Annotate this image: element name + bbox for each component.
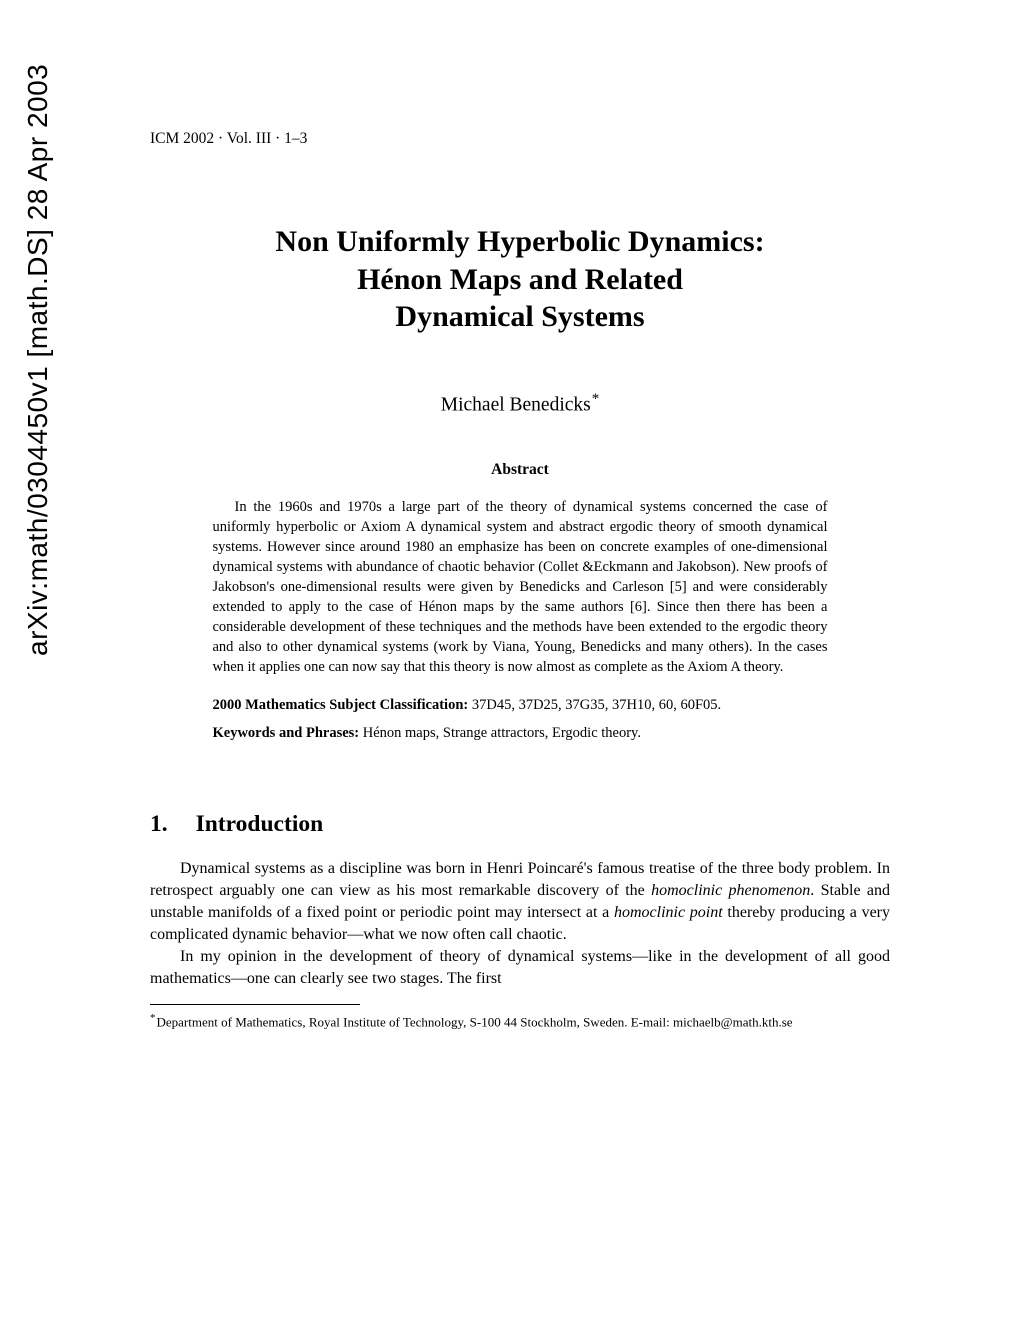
msc-label: 2000 Mathematics Subject Classification: bbox=[213, 697, 469, 713]
title-block: Non Uniformly Hyperbolic Dynamics: Hénon… bbox=[150, 223, 890, 336]
section-heading: 1. Introduction bbox=[150, 811, 890, 838]
title-line-3: Dynamical Systems bbox=[395, 300, 644, 333]
section-introduction: 1. Introduction Dynamical systems as a di… bbox=[150, 811, 890, 1031]
intro-para-1: Dynamical systems as a discipline was bo… bbox=[150, 858, 890, 946]
keywords-line: Keywords and Phrases: Hénon maps, Strang… bbox=[213, 723, 828, 743]
keywords-label: Keywords and Phrases: bbox=[213, 725, 360, 741]
footnote-marker: * bbox=[150, 1012, 156, 1024]
author-line: Michael Benedicks* bbox=[150, 391, 890, 417]
paper-page: ICM 2002 · Vol. III · 1–3 Non Uniformly … bbox=[150, 130, 890, 1031]
page-header: ICM 2002 · Vol. III · 1–3 bbox=[150, 130, 890, 148]
author-name: Michael Benedicks bbox=[441, 394, 591, 415]
intro-para-2: In my opinion in the development of theo… bbox=[150, 946, 890, 990]
p1-italic-2: homoclinic point bbox=[614, 904, 723, 921]
p1-italic-1: homoclinic phenomenon bbox=[651, 882, 810, 899]
section-title: Introduction bbox=[196, 811, 324, 837]
msc-value: 37D45, 37D25, 37G35, 37H10, 60, 60F05. bbox=[468, 697, 721, 713]
keywords-value: Hénon maps, Strange attractors, Ergodic … bbox=[359, 725, 641, 741]
affiliation-marker: * bbox=[592, 391, 600, 407]
msc-classification: 2000 Mathematics Subject Classification:… bbox=[213, 695, 828, 715]
section-number: 1. bbox=[150, 811, 168, 838]
footnote-text: Department of Mathematics, Royal Institu… bbox=[157, 1015, 793, 1030]
footnote-rule bbox=[150, 1004, 360, 1005]
abstract-block: Abstract In the 1960s and 1970s a large … bbox=[213, 461, 828, 743]
title-line-2: Hénon Maps and Related bbox=[357, 263, 683, 296]
arxiv-identifier: arXiv:math/0304450v1 [math.DS] 28 Apr 20… bbox=[22, 64, 54, 656]
abstract-body: In the 1960s and 1970s a large part of t… bbox=[213, 497, 828, 677]
footnote: *Department of Mathematics, Royal Instit… bbox=[150, 1011, 890, 1031]
title-line-1: Non Uniformly Hyperbolic Dynamics: bbox=[275, 225, 764, 258]
abstract-heading: Abstract bbox=[213, 461, 828, 479]
paper-title: Non Uniformly Hyperbolic Dynamics: Hénon… bbox=[150, 223, 890, 336]
